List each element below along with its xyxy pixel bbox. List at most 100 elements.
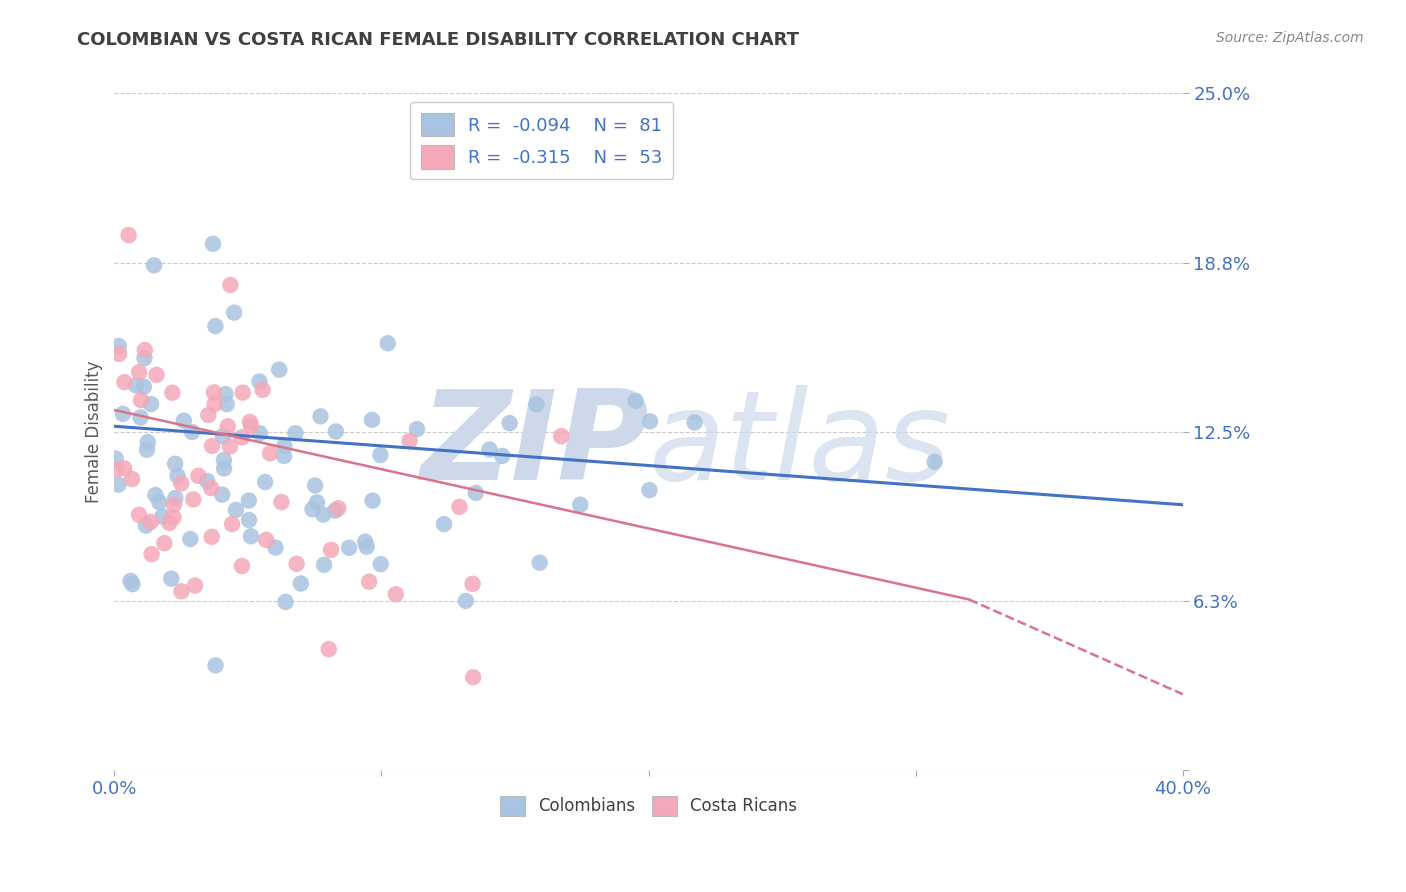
- Point: [212, 453, 235, 467]
- Point: [107, 477, 129, 491]
- Point: [240, 529, 263, 543]
- Point: [273, 439, 295, 453]
- Point: [150, 509, 173, 524]
- Point: [683, 416, 706, 430]
- Point: [120, 574, 142, 588]
- Point: [361, 413, 384, 427]
- Point: [201, 236, 224, 251]
- Point: [219, 278, 242, 293]
- Point: [219, 440, 242, 454]
- Point: [406, 422, 429, 436]
- Point: [135, 518, 157, 533]
- Point: [143, 258, 166, 272]
- Point: [238, 513, 260, 527]
- Point: [163, 498, 186, 512]
- Point: [117, 228, 139, 243]
- Point: [215, 397, 238, 411]
- Point: [136, 435, 159, 450]
- Point: [153, 536, 176, 550]
- Point: [104, 451, 127, 466]
- Point: [211, 488, 233, 502]
- Point: [638, 414, 661, 428]
- Point: [181, 425, 204, 439]
- Point: [301, 502, 323, 516]
- Point: [290, 576, 312, 591]
- Point: [252, 383, 274, 397]
- Point: [231, 559, 253, 574]
- Point: [464, 486, 486, 500]
- Point: [354, 534, 377, 549]
- Point: [370, 557, 392, 571]
- Point: [239, 415, 262, 429]
- Point: [204, 397, 226, 411]
- Point: [165, 491, 187, 505]
- Point: [225, 503, 247, 517]
- Point: [529, 556, 551, 570]
- Point: [273, 449, 295, 463]
- Point: [240, 418, 263, 433]
- Point: [359, 574, 381, 589]
- Point: [134, 343, 156, 357]
- Point: [160, 572, 183, 586]
- Point: [148, 495, 170, 509]
- Point: [173, 414, 195, 428]
- Point: [328, 501, 350, 516]
- Point: [323, 503, 346, 517]
- Point: [212, 461, 235, 475]
- Y-axis label: Female Disability: Female Disability: [86, 360, 103, 503]
- Point: [377, 336, 399, 351]
- Point: [269, 362, 291, 376]
- Point: [325, 425, 347, 439]
- Point: [128, 508, 150, 522]
- Point: [254, 475, 277, 489]
- Point: [170, 476, 193, 491]
- Point: [274, 595, 297, 609]
- Point: [398, 434, 420, 448]
- Point: [224, 306, 246, 320]
- Point: [309, 409, 332, 424]
- Point: [221, 517, 243, 532]
- Point: [132, 379, 155, 393]
- Point: [202, 385, 225, 400]
- Point: [197, 408, 219, 422]
- Point: [214, 387, 236, 401]
- Point: [305, 495, 328, 509]
- Point: [204, 658, 226, 673]
- Point: [129, 393, 152, 408]
- Point: [200, 481, 222, 495]
- Point: [249, 426, 271, 441]
- Point: [114, 375, 136, 389]
- Point: [259, 446, 281, 460]
- Point: [139, 515, 162, 529]
- Point: [231, 430, 253, 444]
- Point: [134, 351, 156, 365]
- Point: [254, 533, 277, 547]
- Point: [384, 587, 406, 601]
- Point: [162, 510, 184, 524]
- Point: [112, 461, 135, 475]
- Point: [184, 578, 207, 592]
- Point: [264, 541, 287, 555]
- Text: Source: ZipAtlas.com: Source: ZipAtlas.com: [1216, 31, 1364, 45]
- Text: ZIP: ZIP: [420, 384, 648, 506]
- Point: [449, 500, 471, 514]
- Point: [312, 558, 335, 572]
- Point: [304, 478, 326, 492]
- Point: [238, 493, 260, 508]
- Point: [141, 547, 163, 561]
- Point: [125, 378, 148, 392]
- Point: [550, 429, 572, 443]
- Point: [526, 397, 548, 411]
- Point: [924, 455, 946, 469]
- Point: [136, 442, 159, 457]
- Point: [157, 516, 180, 530]
- Point: [181, 492, 204, 507]
- Point: [201, 530, 224, 544]
- Point: [108, 347, 131, 361]
- Point: [312, 508, 335, 522]
- Point: [356, 540, 378, 554]
- Point: [121, 577, 143, 591]
- Point: [285, 557, 308, 571]
- Point: [318, 642, 340, 657]
- Point: [201, 439, 224, 453]
